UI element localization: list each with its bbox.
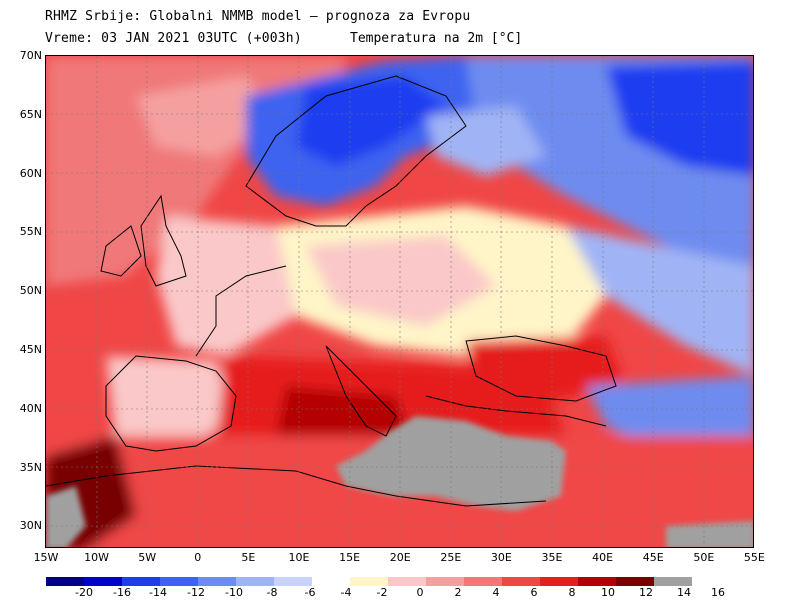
colorbar-label: -14 bbox=[149, 586, 167, 599]
colorbar bbox=[46, 577, 692, 586]
colorbar-swatch bbox=[198, 577, 236, 586]
colorbar-label: 2 bbox=[454, 586, 462, 599]
colorbar-label: 10 bbox=[601, 586, 615, 599]
colorbar-swatch bbox=[464, 577, 502, 586]
black-sea-warm bbox=[466, 336, 626, 401]
colorbar-swatch bbox=[84, 577, 122, 586]
colorbar-label: -6 bbox=[304, 586, 316, 599]
lon-label: 5E bbox=[241, 551, 256, 564]
colorbar-label: 6 bbox=[530, 586, 538, 599]
lon-label: 30E bbox=[490, 551, 512, 564]
colorbar-label: -16 bbox=[113, 586, 131, 599]
colorbar-swatch bbox=[160, 577, 198, 586]
colorbar-label: 4 bbox=[492, 586, 500, 599]
colorbar-swatch bbox=[350, 577, 388, 586]
map-title: RHMZ Srbije: Globalni NMMB model — progn… bbox=[45, 9, 471, 24]
lon-label: 15W bbox=[33, 551, 59, 564]
temperature-map bbox=[45, 55, 754, 548]
north-atlantic-pink bbox=[136, 76, 276, 156]
colorbar-label: -20 bbox=[75, 586, 93, 599]
scandinavia-very-cold bbox=[296, 76, 446, 166]
lat-label: 60N bbox=[19, 166, 42, 180]
colorbar-label: 16 bbox=[711, 586, 725, 599]
coast-scandinavia bbox=[245, 75, 467, 227]
lon-label: 10E bbox=[288, 551, 310, 564]
lon-label: 20E bbox=[389, 551, 411, 564]
coast-anatolia bbox=[425, 395, 607, 427]
colorbar-swatch bbox=[502, 577, 540, 586]
lat-label: 50N bbox=[19, 284, 42, 298]
coast-france bbox=[195, 265, 287, 357]
colorbar-label: 8 bbox=[568, 586, 576, 599]
colorbar-swatch bbox=[616, 577, 654, 586]
lon-label: 45E bbox=[642, 551, 664, 564]
colorbar-swatch bbox=[426, 577, 464, 586]
coast-italy bbox=[325, 345, 397, 437]
colorbar-swatch bbox=[46, 577, 84, 586]
coast-ireland bbox=[100, 225, 142, 277]
russia-very-cold bbox=[606, 61, 753, 176]
lon-label: 0 bbox=[194, 551, 202, 564]
coast-north-africa bbox=[46, 465, 547, 507]
lat-label: 65N bbox=[19, 107, 42, 121]
lon-label: 50E bbox=[693, 551, 715, 564]
coastlines bbox=[46, 75, 617, 507]
masked-gulf bbox=[666, 521, 753, 547]
lon-label: 5W bbox=[138, 551, 157, 564]
lon-label: 25E bbox=[440, 551, 462, 564]
baltic-cool bbox=[426, 106, 546, 176]
lon-label: 35E bbox=[541, 551, 563, 564]
lon-label: 40E bbox=[592, 551, 614, 564]
lat-label: 40N bbox=[19, 401, 42, 415]
lat-label: 55N bbox=[19, 225, 42, 239]
colorbar-label: 12 bbox=[639, 586, 653, 599]
colorbar-swatch bbox=[274, 577, 312, 586]
colorbar-label: -2 bbox=[376, 586, 388, 599]
colorbar-label: 14 bbox=[677, 586, 691, 599]
colorbar-label: 0 bbox=[416, 586, 424, 599]
colorbar-label: -10 bbox=[225, 586, 243, 599]
lat-label: 35N bbox=[19, 460, 42, 474]
map-canvas bbox=[46, 56, 753, 547]
lat-label: 70N bbox=[19, 49, 42, 62]
lat-label: 45N bbox=[19, 343, 42, 356]
colorbar-label: -4 bbox=[340, 586, 352, 599]
lon-label: 55E bbox=[743, 551, 765, 564]
coast-iberia bbox=[105, 355, 237, 452]
coast-britain bbox=[140, 194, 187, 287]
graticule bbox=[46, 56, 753, 547]
volga-cool bbox=[566, 226, 753, 376]
colorbar-swatch bbox=[578, 577, 616, 586]
lon-label: 10W bbox=[84, 551, 110, 564]
colorbar-swatch bbox=[236, 577, 274, 586]
forecast-time: Vreme: 03 JAN 2021 03UTC (+003h) bbox=[45, 31, 302, 46]
colorbar-label: -12 bbox=[187, 586, 205, 599]
lon-label: 15E bbox=[339, 551, 361, 564]
iberia-mild bbox=[106, 356, 236, 456]
masked-atlantic bbox=[46, 486, 86, 547]
colorbar-swatch bbox=[540, 577, 578, 586]
field-name: Temperatura na 2m [°C] bbox=[350, 31, 523, 46]
coast-black-sea bbox=[465, 335, 617, 402]
lat-label: 30N bbox=[19, 519, 42, 533]
masked-east-med bbox=[336, 416, 566, 511]
central-europe-pink bbox=[306, 236, 496, 326]
colorbar-swatch bbox=[122, 577, 160, 586]
colorbar-label: -8 bbox=[266, 586, 278, 599]
colorbar-swatch bbox=[654, 577, 692, 586]
colorbar-swatch bbox=[388, 577, 426, 586]
western-europe-mild bbox=[156, 216, 296, 356]
colorbar-swatch bbox=[312, 577, 350, 586]
